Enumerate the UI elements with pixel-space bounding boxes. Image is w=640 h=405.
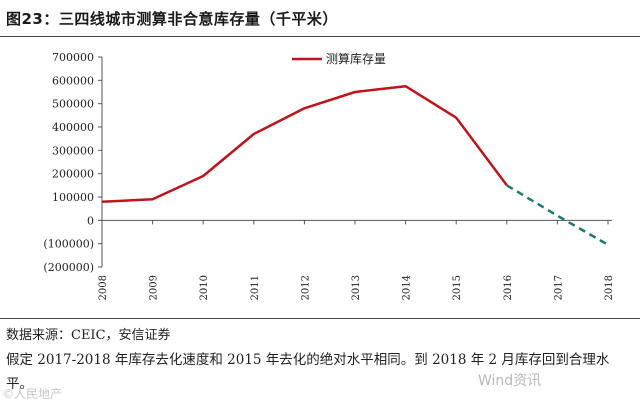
y-tick-label: 0 bbox=[87, 214, 94, 227]
bottom-divider bbox=[0, 318, 640, 319]
x-tick-label: 2018 bbox=[604, 275, 615, 300]
chart-title: 图23：三四线城市测算非合意库存量（千平米） bbox=[6, 10, 338, 28]
top-divider bbox=[0, 36, 640, 37]
line-chart: 700000 600000 500000 400000 300000 200000 1000… bbox=[43, 51, 615, 300]
y-tick-label: 300000 bbox=[52, 144, 94, 157]
forecast-line bbox=[506, 184, 609, 246]
x-tick-label: 2009 bbox=[149, 275, 160, 300]
x-tick-label: 2016 bbox=[503, 275, 514, 300]
watermark-left: ©人民地产 bbox=[2, 387, 63, 401]
y-tick-label: (200000) bbox=[43, 261, 94, 274]
y-tick-label: 200000 bbox=[52, 168, 94, 181]
y-tick-label: 600000 bbox=[52, 74, 94, 87]
x-tick-label: 2011 bbox=[250, 275, 261, 300]
footnote-text: 假定 2017-2018 年库存去化速度和 2015 年去化的绝对水平相同。到 … bbox=[6, 352, 610, 392]
x-tick-label: 2017 bbox=[553, 275, 564, 300]
series-group bbox=[101, 84, 609, 246]
y-tick-label: (100000) bbox=[43, 238, 94, 251]
x-tick-label: 2015 bbox=[452, 275, 463, 300]
y-tick-label: 400000 bbox=[52, 121, 94, 134]
source-text: 数据来源：CEIC，安信证券 bbox=[6, 328, 171, 343]
legend: 测算库存量 bbox=[292, 51, 386, 66]
x-tick-label: 2013 bbox=[351, 275, 362, 300]
axes-group: 700000 600000 500000 400000 300000 200000 1000… bbox=[43, 51, 615, 300]
x-tick-label: 2012 bbox=[300, 275, 311, 300]
x-tick-label: 2014 bbox=[402, 275, 413, 300]
y-tick-label: 100000 bbox=[52, 191, 94, 204]
inventory-line bbox=[101, 84, 508, 203]
y-tick-label: 700000 bbox=[52, 51, 94, 64]
y-tick-label: 500000 bbox=[52, 98, 94, 111]
legend-label: 测算库存量 bbox=[326, 51, 386, 66]
watermark-right: Wind资讯 bbox=[478, 373, 542, 389]
x-tick-label: 2010 bbox=[199, 275, 210, 300]
x-tick-label: 2008 bbox=[98, 275, 109, 300]
